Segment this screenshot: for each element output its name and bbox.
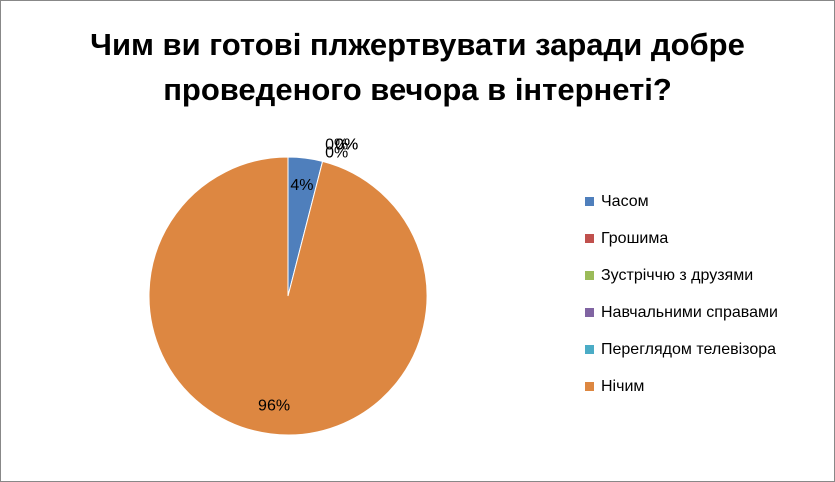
data-label: 0%: [335, 136, 358, 153]
data-label: 4%: [290, 177, 313, 194]
legend-label: Зустріччю з друзями: [601, 267, 753, 284]
data-label: 96%: [258, 398, 290, 415]
legend-swatch: [585, 271, 594, 280]
legend-label: Грошима: [601, 230, 668, 247]
legend-label: Переглядом телевізора: [601, 341, 776, 358]
legend-swatch: [585, 234, 594, 243]
chart-title: Чим ви готові плжертвувати заради добре …: [90, 27, 745, 107]
legend-label: Часом: [601, 193, 649, 210]
data-label: 0%: [325, 144, 348, 161]
legend-swatch: [585, 197, 594, 206]
legend-swatch: [585, 308, 594, 317]
data-label: 0%: [335, 136, 358, 153]
legend-swatch: [585, 382, 594, 391]
pie-slice: [148, 156, 428, 436]
legend-label: Нічим: [601, 378, 644, 395]
legend-swatch: [585, 345, 594, 354]
data-label: 0%: [325, 136, 348, 153]
legend-label: Навчальними справами: [601, 304, 778, 321]
